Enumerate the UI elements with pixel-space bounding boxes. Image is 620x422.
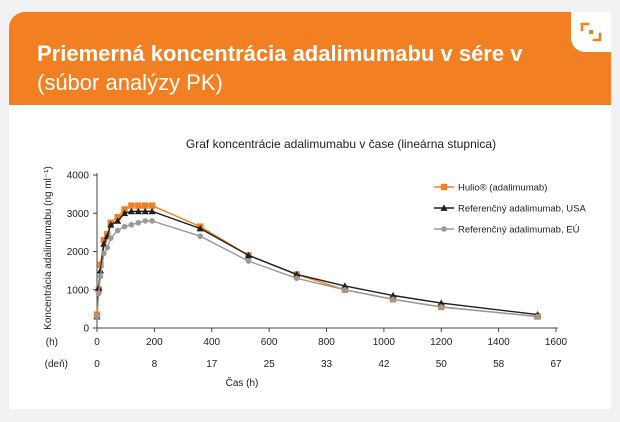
share-corner-icon: [580, 22, 602, 42]
data-point-3: [142, 218, 148, 224]
data-point-3: [128, 221, 135, 228]
legend-marker: [441, 226, 447, 232]
data-point-1: [100, 236, 108, 244]
x-tick-label-hours: 0: [94, 337, 100, 348]
data-point-3: [245, 258, 252, 264]
data-point-2: [341, 282, 349, 289]
data-point-2: [148, 207, 156, 215]
x-tick-label-hours: 600: [261, 337, 278, 348]
data-point-3: [293, 275, 300, 282]
data-point-3: [342, 286, 348, 293]
data-point-1: [128, 202, 135, 209]
y-axis-label: Koncentrácia adalimumabu (ng ml⁻¹): [43, 166, 54, 330]
data-point-3: [121, 223, 128, 230]
data-point-3: [114, 227, 121, 234]
x-axis-label: Čas (h): [226, 376, 259, 389]
page-subtitle: (súbor analýzy PK): [37, 70, 223, 95]
data-point-3: [101, 250, 107, 257]
x-tick-label-days: 17: [206, 359, 218, 370]
data-point-1: [141, 202, 149, 209]
x-row2-label: (deň): [45, 359, 68, 370]
data-point-3: [104, 244, 111, 251]
x-tick-label-days: 42: [378, 359, 390, 370]
x-tick-label-days: 0: [94, 359, 100, 370]
data-point-2: [141, 207, 149, 215]
data-point-2: [134, 207, 142, 215]
data-point-2: [244, 251, 253, 259]
data-point-3: [534, 313, 541, 320]
pk-chart: Graf koncentrácie adalimumabu v čase (li…: [43, 137, 586, 389]
legend-label: Referenčný adalimumab, EÚ: [458, 225, 580, 236]
series-line-1: [96, 204, 538, 318]
x-tick-label-hours: 1000: [373, 337, 396, 348]
data-point-3: [94, 313, 100, 320]
data-point-2: [293, 270, 301, 278]
y-tick-label: 4000: [67, 171, 90, 182]
legend-label: Hulio® (adalimumab): [458, 183, 547, 194]
data-point-3: [107, 235, 114, 241]
data-point-3: [95, 290, 102, 297]
slide-header: Priemerná koncentrácia adalimumabu v sér…: [9, 12, 611, 112]
x-tick-label-days: 50: [436, 359, 448, 370]
page-title: Priemerná koncentrácia adalimumabu v sér…: [37, 41, 523, 66]
legend-item-2: Referenčný adalimumab, USA: [434, 204, 586, 215]
y-tick-label: 3000: [67, 209, 90, 220]
data-point-3: [390, 296, 396, 303]
legend-marker: [440, 204, 448, 211]
y-tick-label: 1000: [67, 285, 90, 296]
series-1: [93, 202, 541, 320]
data-point-1: [135, 202, 142, 209]
x-tick-label-days: 25: [264, 359, 276, 370]
y-tick-label: 0: [83, 324, 89, 335]
data-point-2: [100, 240, 108, 247]
x-tick-label-hours: 800: [318, 337, 335, 348]
data-point-2: [127, 207, 136, 215]
x-tick-label-days: 8: [152, 359, 158, 370]
x-tick-label-days: 67: [550, 359, 562, 370]
legend-item-1: Hulio® (adalimumab): [434, 183, 547, 194]
data-point-2: [196, 224, 204, 232]
legend-label: Referenčný adalimumab, USA: [458, 204, 586, 215]
series-3: [94, 218, 541, 320]
x-tick-label-hours: 200: [146, 337, 163, 348]
x-row1-label: (h): [46, 337, 58, 348]
data-point-2: [437, 299, 445, 307]
data-point-1: [148, 202, 156, 209]
y-tick-label: 2000: [67, 247, 90, 258]
data-point-1: [114, 213, 121, 221]
data-point-3: [149, 218, 155, 224]
data-point-1: [121, 206, 128, 213]
x-tick-label-days: 58: [493, 359, 505, 370]
legend-marker: [440, 183, 448, 191]
x-tick-label-hours: 1600: [545, 337, 568, 348]
x-tick-label-hours: 1400: [488, 337, 511, 348]
corner-button[interactable]: [571, 12, 611, 52]
data-point-2: [114, 217, 122, 224]
data-point-2: [120, 209, 129, 217]
x-tick-label-hours: 400: [203, 337, 220, 348]
data-point-2: [96, 267, 105, 274]
chart-card: Graf koncentrácie adalimumabu v čase (li…: [9, 105, 611, 409]
data-point-2: [107, 221, 115, 228]
data-point-3: [197, 233, 204, 239]
legend-item-3: Referenčný adalimumab, EÚ: [434, 225, 580, 236]
chart-title: Graf koncentrácie adalimumabu v čase (li…: [186, 137, 496, 151]
data-point-3: [97, 273, 104, 280]
x-tick-label-hours: 1200: [430, 337, 453, 348]
data-point-3: [438, 304, 445, 310]
x-tick-label-days: 33: [321, 359, 333, 370]
data-point-3: [135, 220, 142, 226]
data-point-2: [389, 291, 397, 299]
